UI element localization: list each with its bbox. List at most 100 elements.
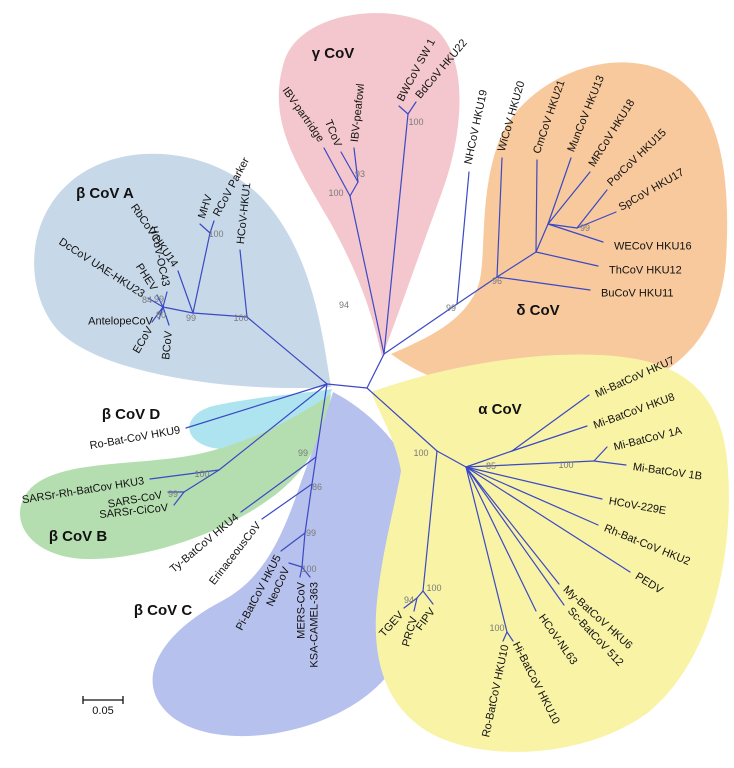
tree-branch bbox=[422, 590, 434, 605]
tree-branch bbox=[496, 251, 537, 278]
tree-branch bbox=[366, 387, 438, 452]
tree-branch bbox=[246, 316, 328, 385]
tree-branch bbox=[311, 456, 317, 485]
bootstrap-value: 100 bbox=[426, 583, 441, 593]
clade-label-betaB: β CoV B bbox=[49, 528, 107, 545]
bootstrap-value: 99 bbox=[298, 448, 308, 458]
tree-branch bbox=[383, 303, 458, 355]
taxon-label: Ro-Bat-CoV HKU9 bbox=[89, 424, 181, 452]
tree-branch bbox=[288, 562, 303, 568]
tree-branch bbox=[465, 466, 599, 526]
tree-branch bbox=[496, 276, 591, 291]
tree-branch bbox=[192, 312, 248, 318]
bootstrap-value: 80 bbox=[156, 310, 166, 320]
tree-branch bbox=[218, 383, 328, 471]
taxon-label: ThCoV HKU12 bbox=[609, 265, 682, 277]
tree-branch bbox=[299, 566, 303, 578]
tree-branch bbox=[192, 232, 211, 314]
tree-branch bbox=[162, 306, 194, 314]
tree-branch bbox=[403, 597, 418, 609]
tree-branch bbox=[465, 460, 595, 468]
tree-branch bbox=[162, 291, 168, 308]
tree-branch bbox=[177, 270, 194, 314]
bootstrap-value: 100 bbox=[328, 188, 343, 198]
tree-branch bbox=[465, 466, 537, 612]
tree-branch bbox=[366, 353, 385, 389]
taxon-label: BuCoV HKU11 bbox=[601, 288, 674, 300]
bootstrap-value: 84 bbox=[142, 295, 152, 305]
tree-branch bbox=[422, 450, 438, 592]
tree-branch bbox=[340, 151, 359, 183]
tree-branch bbox=[465, 466, 508, 633]
tree-branch bbox=[511, 394, 590, 452]
tree-branch bbox=[593, 460, 627, 466]
tree-branch bbox=[349, 195, 385, 355]
tree-branch bbox=[383, 113, 409, 355]
tree-branch bbox=[535, 251, 599, 267]
tree-branch bbox=[239, 249, 248, 318]
tree-branch bbox=[162, 306, 170, 326]
bootstrap-value: 100 bbox=[208, 229, 223, 239]
tree-branch bbox=[301, 566, 311, 578]
tree-branch bbox=[416, 590, 424, 599]
taxon-label: NHCoV HKU19 bbox=[462, 89, 490, 166]
tree-branch bbox=[535, 223, 549, 253]
taxon-label: KSA-CAMEL-363 bbox=[309, 582, 321, 668]
tree-branch bbox=[465, 466, 603, 500]
bootstrap-value: 100 bbox=[194, 469, 209, 479]
clade-blob-alpha bbox=[371, 354, 729, 752]
tree-branch bbox=[465, 466, 565, 606]
tree-branch bbox=[315, 383, 328, 458]
clade-label-alpha: α CoV bbox=[478, 401, 521, 418]
tree-branch bbox=[185, 383, 328, 429]
tree-branch bbox=[436, 450, 467, 468]
bootstrap-value: 99 bbox=[580, 223, 590, 233]
tree-branch bbox=[547, 223, 578, 229]
clade-blob-betaD bbox=[189, 389, 332, 450]
tree-branch bbox=[506, 631, 514, 642]
bootstrap-value: 94 bbox=[339, 300, 349, 310]
clade-label-delta: δ CoV bbox=[516, 302, 559, 319]
bootstrap-value: 100 bbox=[408, 117, 423, 127]
bootstrap-value: 96 bbox=[492, 276, 502, 286]
tree-branch bbox=[511, 425, 588, 452]
tree-branch bbox=[326, 383, 368, 389]
bootstrap-value: 99 bbox=[168, 489, 178, 499]
scale-bar-label: 0.05 bbox=[92, 705, 113, 717]
taxon-label: WECoV HKU16 bbox=[614, 241, 692, 253]
bootstrap-value: 100 bbox=[558, 460, 573, 470]
taxon-label: BCoV bbox=[160, 330, 175, 360]
clade-blob-delta bbox=[391, 62, 728, 400]
tree-branch bbox=[280, 532, 306, 552]
tree-branch bbox=[465, 450, 513, 468]
tree-branch bbox=[547, 157, 572, 225]
bootstrap-value: 99 bbox=[306, 528, 316, 538]
tree-branch bbox=[407, 101, 417, 115]
clade-label-betaD: β CoV D bbox=[102, 406, 160, 423]
bootstrap-value: 93 bbox=[355, 169, 365, 179]
clade-blob-gamma bbox=[278, 13, 460, 357]
tree-branch bbox=[301, 532, 306, 568]
tree-branch bbox=[183, 469, 220, 493]
bootstrap-value: 94 bbox=[404, 595, 414, 605]
taxon-label: AntelopeCoV bbox=[88, 316, 153, 328]
tree-branch bbox=[151, 306, 164, 323]
bootstrap-value: 100 bbox=[233, 313, 248, 323]
tree-branch bbox=[149, 469, 220, 480]
tree-branch bbox=[496, 157, 503, 278]
clade-blob-betaA bbox=[34, 153, 331, 389]
bootstrap-value: 99 bbox=[186, 313, 196, 323]
clade-label-betaC: β CoV C bbox=[134, 602, 192, 619]
clade-blob-betaB bbox=[19, 394, 332, 560]
tree-branch bbox=[323, 147, 351, 197]
tree-branch bbox=[304, 483, 313, 534]
tree-branch bbox=[576, 211, 617, 229]
tree-branch bbox=[209, 220, 215, 234]
tree-branch bbox=[199, 223, 211, 234]
tree-branch bbox=[547, 223, 604, 243]
tree-branch bbox=[156, 294, 164, 308]
tree-branch bbox=[413, 597, 418, 612]
tree-branch bbox=[398, 105, 409, 115]
tree-branch bbox=[547, 171, 591, 225]
